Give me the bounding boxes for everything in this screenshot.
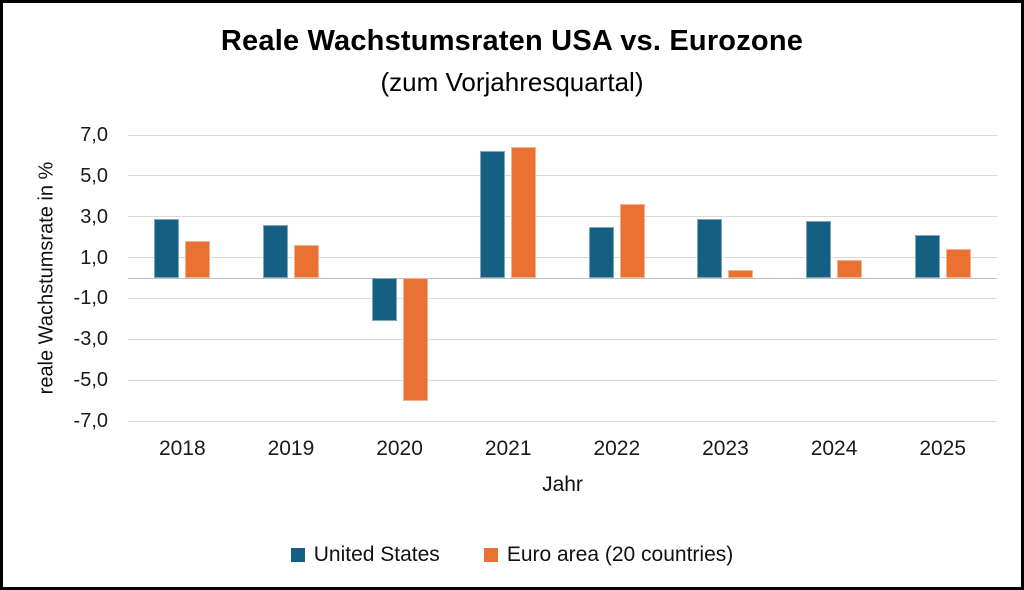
bar-euro-area-20-countries-2019 <box>293 245 319 278</box>
plot-area <box>128 134 997 422</box>
x-axis-zero-line <box>128 277 997 279</box>
x-tick-label-2024: 2024 <box>810 437 858 460</box>
y-tick-label: -5,0 <box>73 369 108 392</box>
gridline--3 <box>128 338 997 340</box>
x-tick-label-2021: 2021 <box>484 437 532 460</box>
gridline-7 <box>128 134 997 136</box>
gridline-3 <box>128 216 997 218</box>
legend-label-united-states: United States <box>313 543 440 566</box>
legend-swatch-united-states <box>290 548 305 562</box>
legend-item-euro-area-20-countries: Euro area (20 countries) <box>483 543 734 567</box>
x-tick-label-2025: 2025 <box>919 437 967 460</box>
y-tick-label: 7,0 <box>80 124 108 146</box>
bar-united-states-2018 <box>154 218 180 278</box>
bar-euro-area-20-countries-2018 <box>185 241 211 278</box>
y-tick-label: -3,0 <box>73 328 108 351</box>
legend-item-united-states: United States <box>290 543 440 567</box>
y-tick-label: -1,0 <box>73 287 108 310</box>
bar-united-states-2022 <box>588 226 614 278</box>
bar-united-states-2025 <box>914 235 940 278</box>
y-tick-label: 1,0 <box>80 246 108 269</box>
bar-united-states-2021 <box>480 151 506 278</box>
gridline--7 <box>128 420 997 422</box>
x-tick-label-2022: 2022 <box>593 437 641 460</box>
bar-euro-area-20-countries-2024 <box>837 259 863 278</box>
bar-euro-area-20-countries-2023 <box>728 269 754 278</box>
gridline--5 <box>128 379 997 381</box>
y-tick-label: 3,0 <box>80 205 108 228</box>
x-tick-label-2023: 2023 <box>702 437 749 460</box>
bar-united-states-2019 <box>262 224 288 278</box>
bar-euro-area-20-countries-2022 <box>619 204 645 278</box>
bar-euro-area-20-countries-2021 <box>511 147 537 278</box>
bar-united-states-2020 <box>371 278 397 321</box>
x-tick-label-2019: 2019 <box>267 437 315 460</box>
bar-euro-area-20-countries-2020 <box>402 278 428 401</box>
bar-united-states-2023 <box>697 218 723 278</box>
gridline--1 <box>128 297 997 299</box>
y-axis-title: reale Wachstumsrate in % <box>35 161 58 395</box>
y-tick-label: -7,0 <box>73 410 108 432</box>
legend: United States Euro area (20 countries) <box>3 543 1021 567</box>
bar-euro-area-20-countries-2025 <box>945 249 971 278</box>
gridline-5 <box>128 175 997 177</box>
x-axis-title: Jahr <box>542 473 583 496</box>
y-tick-label: 5,0 <box>80 164 108 187</box>
legend-swatch-euro-area-20-countries <box>483 548 498 562</box>
bar-united-states-2024 <box>806 220 832 278</box>
chart-subtitle: (zum Vorjahresquartal) <box>380 67 644 97</box>
x-tick-label-2020: 2020 <box>376 437 423 460</box>
gridline-1 <box>128 257 997 259</box>
chart-title: Reale Wachstumsraten USA vs. Eurozone <box>220 25 804 57</box>
legend-label-euro-area-20-countries: Euro area (20 countries) <box>506 543 734 566</box>
x-tick-label-2018: 2018 <box>158 437 206 460</box>
